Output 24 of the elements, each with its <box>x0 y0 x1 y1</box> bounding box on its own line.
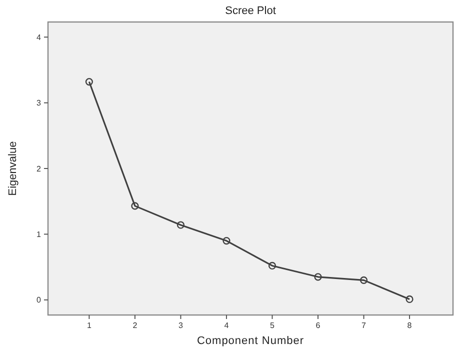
x-tick-label: 8 <box>407 321 412 330</box>
y-tick-label: 1 <box>36 230 42 239</box>
point <box>360 276 368 284</box>
point <box>85 78 93 86</box>
x-tick-label: 3 <box>178 321 184 330</box>
chart-title: Scree Plot <box>225 5 276 17</box>
x-tick-label: 2 <box>132 321 138 330</box>
y-tick-label: 4 <box>36 32 42 42</box>
x-tick-label: 1 <box>86 321 92 330</box>
point <box>222 236 230 245</box>
y-tick-label: 0 <box>36 296 42 305</box>
point <box>268 262 276 270</box>
x-axis-title: Component Number <box>196 335 304 347</box>
point <box>314 273 322 281</box>
x-tick-label: 7 <box>362 321 367 330</box>
y-axis-title: Eigenvalue <box>7 141 19 196</box>
point <box>406 295 414 304</box>
x-tick-label: 4 <box>224 321 230 330</box>
point <box>176 221 185 229</box>
point <box>131 202 139 210</box>
y-tick-label: 2 <box>36 164 42 174</box>
x-tick-label: 5 <box>270 321 276 330</box>
x-tick-label: 6 <box>316 321 321 330</box>
y-tick-label: 3 <box>36 98 42 108</box>
